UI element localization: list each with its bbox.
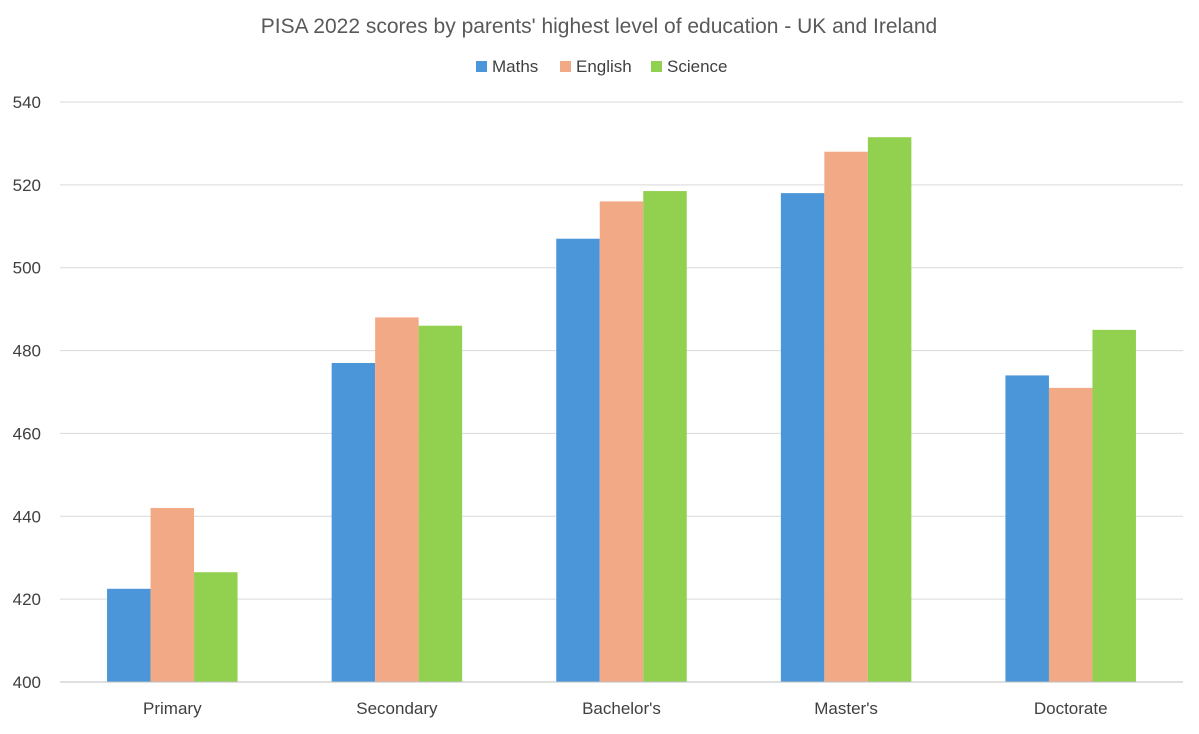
legend-item-science: Science (651, 57, 727, 76)
y-tick-label: 520 (13, 176, 41, 195)
bar-maths-doctorate (1005, 375, 1049, 682)
bar-science-primary (194, 572, 238, 682)
x-axis-labels: Primary Secondary Bachelor's Master's Doctor… (143, 699, 1108, 718)
legend: Maths English Science (476, 57, 727, 76)
legend-swatch (651, 61, 662, 72)
bar-science-secondary (418, 325, 463, 682)
y-tick-label: 420 (13, 590, 41, 609)
chart-title: PISA 2022 scores by parents' highest lev… (261, 15, 937, 38)
bar-science-doctorate (1092, 329, 1136, 682)
x-tick-label: Doctorate (1034, 699, 1108, 718)
x-tick-label: Master's (814, 699, 878, 718)
x-tick-label: Secondary (356, 699, 438, 718)
y-tick-label: 400 (13, 673, 41, 692)
bar-english-doctorate (1048, 387, 1093, 682)
bar-maths-primary (107, 588, 151, 682)
legend-label: Maths (492, 57, 538, 76)
x-tick-label: Primary (143, 699, 202, 718)
y-tick-label: 500 (13, 259, 41, 278)
legend-label: English (576, 57, 632, 76)
bar-science-bachelor-s (643, 191, 687, 683)
y-tick-label: 460 (13, 424, 41, 443)
bar-english-primary (150, 508, 195, 682)
y-axis-ticks: 400 420 440 460 480 500 520 540 (13, 93, 41, 692)
bar-science-master-s (867, 137, 912, 682)
bar-maths-bachelor-s (556, 238, 600, 682)
bar-english-master-s (824, 151, 868, 682)
bar-english-bachelor-s (599, 201, 644, 682)
legend-label: Science (667, 57, 727, 76)
bars (107, 137, 1136, 683)
bar-maths-secondary (331, 363, 376, 682)
bar-maths-master-s (780, 193, 825, 682)
bar-english-secondary (375, 317, 419, 682)
legend-swatch (476, 61, 487, 72)
legend-item-english: English (560, 57, 632, 76)
y-tick-label: 540 (13, 93, 41, 112)
y-tick-label: 440 (13, 507, 41, 526)
y-tick-label: 480 (13, 342, 41, 361)
x-tick-label: Bachelor's (582, 699, 661, 718)
legend-swatch (560, 61, 571, 72)
legend-item-maths: Maths (476, 57, 538, 76)
